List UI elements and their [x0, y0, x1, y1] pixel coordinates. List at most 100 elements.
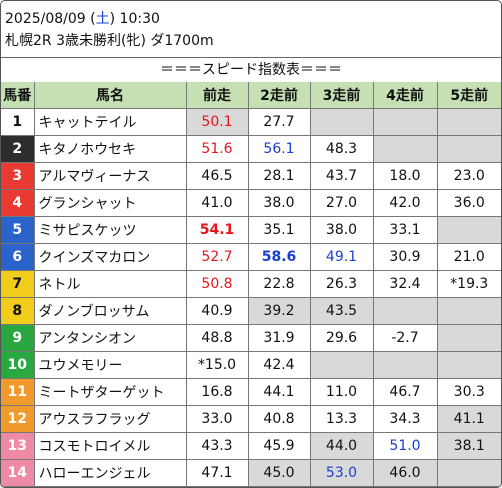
horse-name: グランシャット [33, 189, 187, 217]
speed-index-3back [309, 351, 374, 379]
speed-index-5back [436, 297, 501, 325]
speed-index-2back: 27.7 [247, 108, 311, 136]
speed-index-4back: 46.7 [372, 378, 438, 406]
speed-index-4back: 34.3 [372, 405, 438, 433]
speed-index-last: 50.8 [185, 270, 249, 298]
speed-index-5back [436, 216, 501, 244]
horse-number: 1 [1, 108, 35, 136]
speed-index-last: *15.0 [185, 351, 249, 379]
table-row: 11 ミートザターゲット 16.8 44.1 11.0 46.7 30.3 [1, 378, 501, 406]
horse-number: 9 [1, 324, 35, 352]
speed-index-last: 50.1 [185, 108, 249, 136]
race-datetime: 2025/08/09 (土) 10:30 [5, 10, 160, 28]
speed-index-3back: 26.3 [309, 270, 374, 298]
horse-number: 6 [1, 243, 35, 271]
table-row: 4 グランシャット 41.0 38.0 27.0 42.0 36.0 [1, 189, 501, 217]
speed-index-5back [436, 351, 501, 379]
horse-name: キャットテイル [33, 108, 187, 136]
speed-index-2back: 40.8 [247, 405, 311, 433]
table-row: 1 キャットテイル 50.1 27.7 [1, 108, 501, 136]
speed-index-last: 46.5 [185, 162, 249, 190]
speed-index-last: 54.1 [185, 216, 249, 244]
speed-index-last: 41.0 [185, 189, 249, 217]
horse-number: 8 [1, 297, 35, 325]
speed-index-4back: 30.9 [372, 243, 438, 271]
speed-index-5back: 21.0 [436, 243, 501, 271]
speed-index-3back: 44.0 [309, 432, 374, 460]
horse-name: ハローエンジェル [33, 459, 187, 487]
speed-index-2back: 22.8 [247, 270, 311, 298]
horse-number: 7 [1, 270, 35, 298]
table-row: 9 アンタンシオン 48.8 31.9 29.6 -2.7 [1, 324, 501, 352]
table-row: 6 クインズマカロン 52.7 58.6 49.1 30.9 21.0 [1, 243, 501, 271]
race-info: 札幌2R 3歳未勝利(牝) ダ1700m [5, 33, 214, 49]
speed-index-4back: 51.0 [372, 432, 438, 460]
speed-index-5back: 41.1 [436, 405, 501, 433]
horse-number: 4 [1, 189, 35, 217]
speed-index-last: 40.9 [185, 297, 249, 325]
speed-index-last: 33.0 [185, 405, 249, 433]
table-row: 2 キタノホウセキ 51.6 56.1 48.3 [1, 135, 501, 163]
speed-index-4back: 32.4 [372, 270, 438, 298]
horse-name: コスモトロイメル [33, 432, 187, 460]
speed-index-3back: 48.3 [309, 135, 374, 163]
table-row: 13 コスモトロイメル 43.3 45.9 44.0 51.0 38.1 [1, 432, 501, 460]
speed-index-3back: 53.0 [309, 459, 374, 487]
horse-name: アウスラフラッグ [33, 405, 187, 433]
speed-index-4back [372, 108, 438, 136]
table-row: 3 アルマヴィーナス 46.5 28.1 43.7 18.0 23.0 [1, 162, 501, 190]
horse-number: 13 [1, 432, 35, 460]
speed-index-3back: 29.6 [309, 324, 374, 352]
speed-index-4back [372, 351, 438, 379]
speed-index-4back: 18.0 [372, 162, 438, 190]
horse-name: クインズマカロン [33, 243, 187, 271]
horse-name: キタノホウセキ [33, 135, 187, 163]
speed-index-2back: 45.0 [247, 459, 311, 487]
speed-index-5back [436, 459, 501, 487]
col-header-number: 馬番 [1, 82, 35, 109]
speed-index-4back: -2.7 [372, 324, 438, 352]
speed-index-2back: 28.1 [247, 162, 311, 190]
table-row: 5 ミサピスケッツ 54.1 35.1 38.0 33.1 [1, 216, 501, 244]
speed-index-3back [309, 108, 374, 136]
table-header-row: 馬番 馬名 前走 2走前 3走前 4走前 5走前 [1, 82, 501, 109]
speed-index-2back: 31.9 [247, 324, 311, 352]
speed-index-2back: 35.1 [247, 216, 311, 244]
speed-index-2back: 44.1 [247, 378, 311, 406]
col-header-5back: 5走前 [436, 82, 501, 109]
speed-index-3back: 38.0 [309, 216, 374, 244]
speed-index-5back: 23.0 [436, 162, 501, 190]
weekday-close: ) [109, 11, 116, 27]
speed-index-3back: 11.0 [309, 378, 374, 406]
col-header-name: 馬名 [33, 82, 187, 109]
speed-index-3back: 27.0 [309, 189, 374, 217]
horse-number: 5 [1, 216, 35, 244]
race-date: 2025/08/09 [5, 11, 86, 27]
col-header-3back: 3走前 [309, 82, 374, 109]
weekday-open: ( [85, 11, 96, 27]
horse-name: ユウメモリー [33, 351, 187, 379]
horse-name: ミサピスケッツ [33, 216, 187, 244]
speed-index-last: 52.7 [185, 243, 249, 271]
table-row: 14 ハローエンジェル 47.1 45.0 53.0 46.0 [1, 459, 501, 487]
speed-index-last: 51.6 [185, 135, 249, 163]
horse-name: ミートザターゲット [33, 378, 187, 406]
horse-name: アンタンシオン [33, 324, 187, 352]
speed-index-5back: 30.3 [436, 378, 501, 406]
speed-index-2back: 56.1 [247, 135, 311, 163]
speed-index-4back [372, 297, 438, 325]
speed-index-last: 48.8 [185, 324, 249, 352]
race-time: 10:30 [115, 11, 160, 27]
table-title: ＝＝＝スピード指数表＝＝＝ [1, 57, 501, 83]
speed-index-last: 43.3 [185, 432, 249, 460]
horse-number: 2 [1, 135, 35, 163]
speed-index-3back: 43.7 [309, 162, 374, 190]
horse-number: 11 [1, 378, 35, 406]
speed-index-4back: 33.1 [372, 216, 438, 244]
table-row: 7 ネトル 50.8 22.8 26.3 32.4 *19.3 [1, 270, 501, 298]
speed-index-last: 16.8 [185, 378, 249, 406]
table-row: 10 ユウメモリー *15.0 42.4 [1, 351, 501, 379]
horse-name: ネトル [33, 270, 187, 298]
speed-index-5back: *19.3 [436, 270, 501, 298]
speed-index-3back: 49.1 [309, 243, 374, 271]
